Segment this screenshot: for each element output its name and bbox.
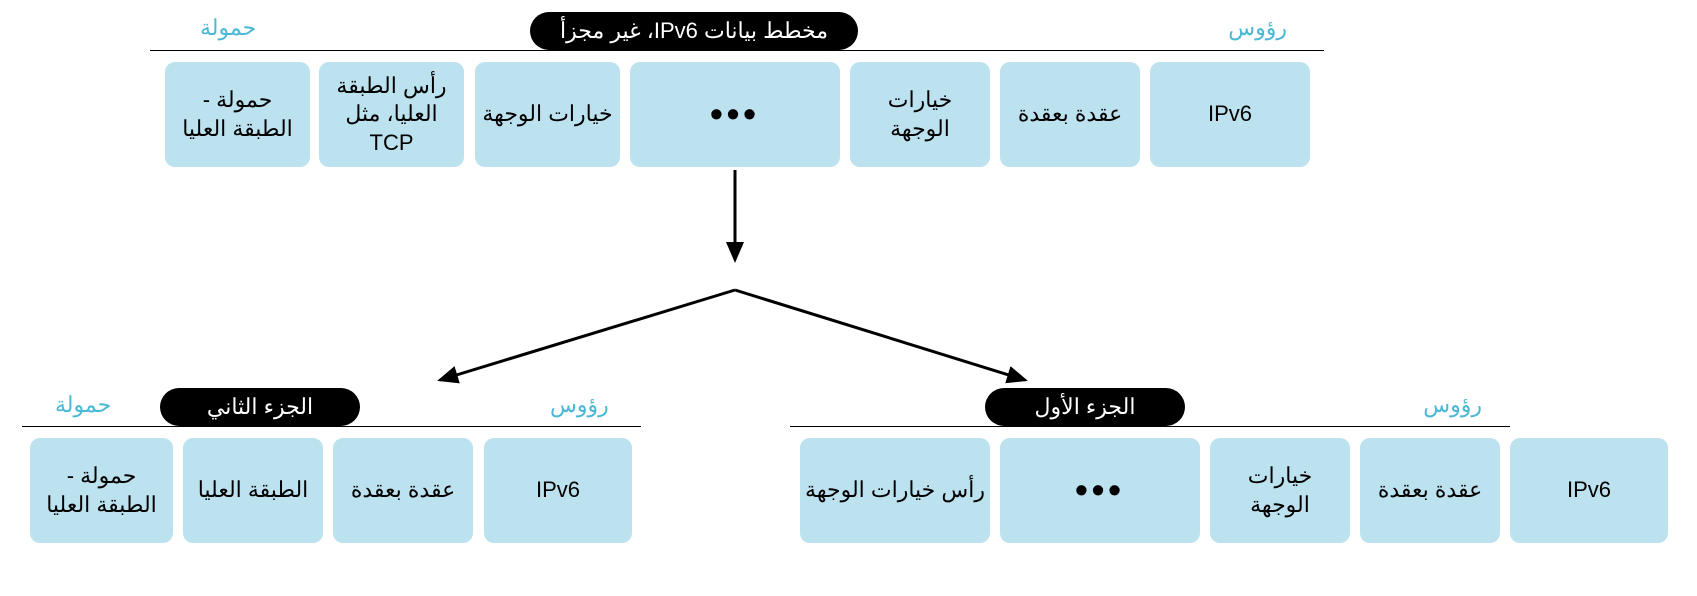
- frag2-label-payload: حمولة: [55, 392, 111, 418]
- top-box-upper-header: رأس الطبقة العليا، مثل TCP: [319, 62, 464, 167]
- frag2-pill: الجزء الثاني: [160, 388, 360, 426]
- frag1-box-ipv6: IPv6: [1510, 438, 1668, 543]
- top-divider-left: [150, 50, 624, 51]
- top-label-payload: حمولة: [200, 15, 256, 41]
- frag1-box-hop-by-hop: عقدة بعقدة: [1360, 438, 1500, 543]
- dots-icon: •••: [710, 91, 760, 138]
- dots-icon: •••: [1075, 467, 1125, 514]
- frag2-box-ipv6: IPv6: [484, 438, 632, 543]
- frag1-box-dots: •••: [1000, 438, 1200, 543]
- top-box-dest-opts-1: خيارات الوجهة: [850, 62, 990, 167]
- frag2-box-hop-by-hop: عقدة بعقدة: [333, 438, 473, 543]
- frag1-divider: [790, 426, 1510, 427]
- top-title-pill: مخطط بيانات IPv6، غير مجزأ: [530, 12, 858, 50]
- top-label-headers: رؤوس: [1228, 15, 1287, 41]
- frag1-pill: الجزء الأول: [985, 388, 1185, 426]
- top-box-dest-opts-2: خيارات الوجهة: [475, 62, 620, 167]
- top-divider-right: [624, 50, 1324, 51]
- top-box-hop-by-hop: عقدة بعقدة: [1000, 62, 1140, 167]
- top-box-dots: •••: [630, 62, 840, 167]
- top-box-upper-payload: حمولة - الطبقة العليا: [165, 62, 310, 167]
- frag1-box-dest-opts-header: رأس خيارات الوجهة: [800, 438, 990, 543]
- frag1-label-headers: رؤوس: [1423, 392, 1482, 418]
- frag2-box-upper-payload: حمولة - الطبقة العليا: [30, 438, 173, 543]
- frag2-divider-right: [328, 426, 641, 427]
- frag2-label-headers: رؤوس: [550, 392, 609, 418]
- top-box-ipv6: IPv6: [1150, 62, 1310, 167]
- frag2-divider-left: [22, 426, 328, 427]
- frag2-box-upper-layer: الطبقة العليا: [183, 438, 323, 543]
- frag1-box-dest-opts: خيارات الوجهة: [1210, 438, 1350, 543]
